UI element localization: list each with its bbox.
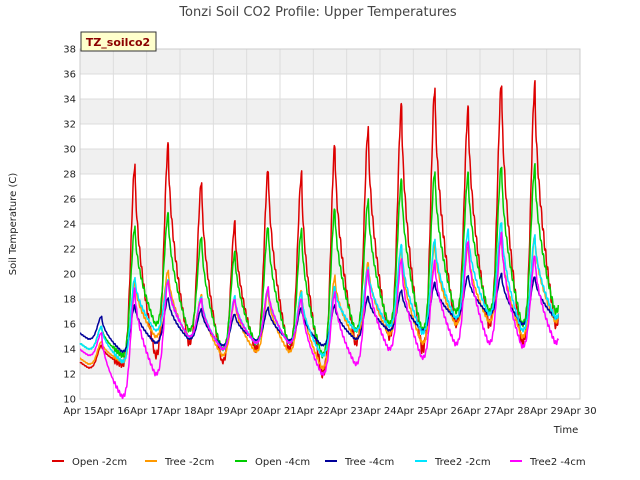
plot-band	[80, 74, 580, 99]
y-tick-label: 28	[63, 170, 76, 181]
legend-label: Open -2cm	[72, 457, 127, 468]
legend-entry: Tree -2cm	[145, 457, 214, 468]
chart-title: Tonzi Soil CO2 Profile: Upper Temperatur…	[178, 5, 457, 20]
x-tick-label: Apr 27	[463, 406, 496, 417]
plot-band	[80, 374, 580, 399]
y-tick-label: 12	[63, 370, 76, 381]
x-tick-label: Apr 30	[563, 406, 596, 417]
y-axis-label: Soil Temperature (C)	[8, 173, 19, 276]
y-tick-label: 32	[63, 120, 76, 131]
series-lines	[79, 80, 560, 400]
plot-band	[80, 149, 580, 174]
x-tick-label: Apr 18	[163, 406, 196, 417]
y-tick-label: 10	[63, 395, 76, 406]
x-tick-label: Apr 26	[430, 406, 463, 417]
plot-band	[80, 124, 580, 149]
x-tick-label: Apr 28	[497, 406, 530, 417]
plot-frame	[79, 48, 581, 400]
x-tick-label: Apr 21	[263, 406, 296, 417]
y-tick-label: 18	[63, 295, 76, 306]
site-label-bg	[80, 31, 157, 52]
y-axis: 10 12 14 16 18 20 22 24 26 28 30 32 34 36 38	[63, 45, 76, 406]
legend-entry: Tree2 -4cm	[510, 457, 586, 468]
x-tick-label: Apr 15	[63, 406, 96, 417]
legend-label: Open -4cm	[255, 457, 310, 468]
x-tick-label: Apr 17	[130, 406, 163, 417]
x-tick-label: Apr 25	[397, 406, 430, 417]
x-tick-label: Apr 19	[197, 406, 230, 417]
x-tick-label: Apr 20	[230, 406, 263, 417]
series-line	[79, 231, 560, 400]
y-tick-label: 38	[63, 45, 76, 56]
y-tick-label: 24	[63, 220, 76, 231]
legend-entry: Open -4cm	[235, 457, 310, 468]
plot-band	[80, 49, 580, 74]
y-tick-label: 16	[63, 320, 76, 331]
series-line	[79, 222, 560, 364]
y-tick-label: 20	[63, 270, 76, 281]
plot-band	[80, 349, 580, 374]
legend-label: Tree -2cm	[164, 457, 214, 468]
series-line	[79, 162, 560, 359]
plot-band	[80, 99, 580, 124]
x-axis: Apr 15 Apr 16 Apr 17 Apr 18 Apr 19 Apr 20 Apr …	[63, 406, 596, 417]
y-tick-label: 30	[63, 145, 76, 156]
y-tick-label: 14	[63, 345, 76, 356]
legend: Open -2cm Tree -2cm Open -4cm Tree -4cm Tree…	[52, 457, 586, 468]
legend-label: Tree2 -2cm	[434, 457, 491, 468]
legend-label: Tree -4cm	[344, 457, 394, 468]
series-line	[79, 272, 559, 353]
x-tick-label: Apr 23	[330, 406, 363, 417]
legend-label: Tree2 -4cm	[529, 457, 586, 468]
y-tick-label: 34	[63, 95, 76, 106]
x-tick-label: Apr 29	[530, 406, 563, 417]
legend-entry: Tree2 -2cm	[415, 457, 491, 468]
x-tick-label: Apr 24	[363, 406, 396, 417]
y-tick-label: 26	[63, 195, 76, 206]
y-tick-label: 36	[63, 70, 76, 81]
site-label-box: TZ_soilco2	[80, 31, 157, 52]
legend-entry: Open -2cm	[52, 457, 127, 468]
x-tick-label: Apr 22	[297, 406, 330, 417]
y-tick-label: 22	[63, 245, 76, 256]
x-tick-label: Apr 16	[97, 406, 130, 417]
series-line	[79, 234, 560, 370]
legend-entry: Tree -4cm	[325, 457, 394, 468]
x-axis-label: Time	[553, 425, 578, 436]
site-label: TZ_soilco2	[86, 36, 150, 49]
